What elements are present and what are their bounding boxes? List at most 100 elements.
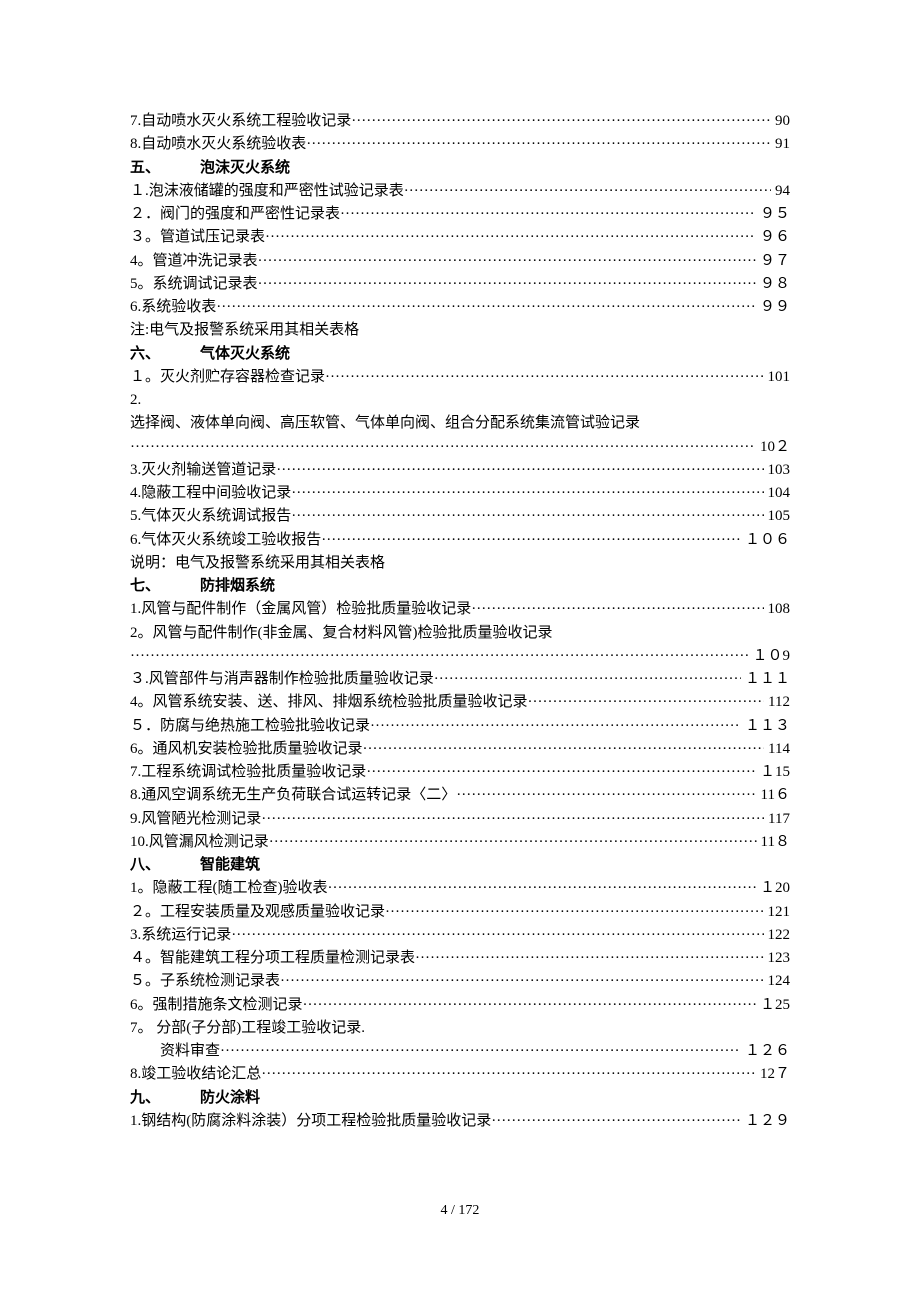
- toc-entry: １。 灭火剂贮存容器检查记录 101: [130, 366, 790, 389]
- leader-dots: [328, 877, 756, 900]
- page-number: 104: [764, 482, 791, 505]
- page-number: １25: [756, 994, 790, 1017]
- leader-dots: [280, 970, 763, 993]
- section-number: 五、: [130, 157, 160, 180]
- entry-number: 4。: [130, 691, 153, 714]
- entry-title: 风管陋光检测记录: [141, 808, 261, 831]
- entry-title: 管道冲洗记录表: [153, 250, 258, 273]
- entry-title: 资料审查: [160, 1040, 220, 1063]
- entry-number: ５。: [130, 970, 160, 993]
- toc-content: 7. 自动喷水灭火系统工程验收记录90 8. 自动喷水灭火系统验收表 91 五、 泡沫灭…: [130, 110, 790, 1133]
- entry-title: 防腐与绝热施工检验批验收记录: [160, 715, 370, 738]
- page-number: 94: [771, 180, 790, 203]
- page-number: 101: [764, 366, 791, 389]
- section-title: 防排烟系统: [200, 578, 275, 594]
- toc-entry: ３。 管道试压记录表９６: [130, 226, 790, 249]
- toc-entry: 7。 分部(子分部)工程竣工验收记录.: [130, 1017, 790, 1040]
- page-number: １０9: [748, 645, 790, 668]
- entry-number: １。: [130, 366, 160, 389]
- section-number: 六、: [130, 343, 160, 366]
- leader-dots: [291, 482, 763, 505]
- page-number: 122: [764, 924, 791, 947]
- leader-dots: [231, 924, 763, 947]
- entry-number: １.: [130, 180, 149, 203]
- entry-title: 管道试压记录表: [160, 226, 265, 249]
- page-number: 108: [764, 598, 791, 621]
- toc-entry: 2。风管与配件制作(非金属、复合材料风管)检验批质量验收记录: [130, 622, 790, 645]
- leader-dots: [366, 761, 756, 784]
- toc-entry: 3. 灭火剂输送管道记录 103: [130, 459, 790, 482]
- entry-title: 子系统检测记录表: [160, 970, 280, 993]
- entry-number: 1.: [130, 598, 141, 621]
- toc-entry: 8. 通风空调系统无生产负荷联合试运转记录〈二〉 11６: [130, 784, 790, 807]
- leader-dots: [351, 110, 771, 133]
- entry-number: 6.: [130, 296, 141, 319]
- page-number: 112: [764, 691, 790, 714]
- page-number: 105: [764, 505, 791, 528]
- entry-title: 竣工验收结论汇总: [141, 1063, 261, 1086]
- page-number: ９５: [756, 203, 790, 226]
- page-number: 123: [764, 947, 791, 970]
- toc-entry: 1. 风管与配件制作（金属风管）检验批质量验收记录 108: [130, 598, 790, 621]
- page-number: 91: [771, 133, 790, 156]
- leader-dots: [261, 1063, 756, 1086]
- leader-dots: [491, 1110, 741, 1133]
- entry-title: 系统运行记录: [141, 924, 231, 947]
- toc-entry: ２。 工程安装质量及观感质量验收记录 121: [130, 901, 790, 924]
- entry-title: 自动喷水灭火系统验收表: [141, 133, 306, 156]
- section-heading: 七、防排烟系统: [130, 575, 790, 598]
- toc-entry: 6. 气体灭火系统竣工验收报告 １０６: [130, 529, 790, 552]
- section-title: 气体灭火系统: [200, 346, 290, 362]
- entry-number: 1.: [130, 1110, 141, 1133]
- entry-number: ３.: [130, 668, 149, 691]
- toc-entry: 10. 风管漏风检测记录 11８: [130, 831, 790, 854]
- section-number: 八、: [130, 854, 160, 877]
- leader-dots: [130, 645, 748, 668]
- entry-number: 8.: [130, 784, 141, 807]
- entry-title: 气体灭火系统竣工验收报告: [141, 529, 321, 552]
- entry-title: 风管与配件制作（金属风管）检验批质量验收记录: [141, 598, 471, 621]
- page-number: 117: [764, 808, 790, 831]
- page-number: ９８: [756, 273, 790, 296]
- toc-entry: 2.: [130, 389, 790, 412]
- entry-title: 隐蔽工程中间验收记录: [141, 482, 291, 505]
- page-number: 103: [764, 459, 791, 482]
- entry-title: 风管系统安装、送、排风、排烟系统检验批质量验收记录: [153, 691, 528, 714]
- entry-number: 8.: [130, 1063, 141, 1086]
- page-number: １１１: [741, 668, 790, 691]
- leader-dots: [258, 273, 756, 296]
- toc-entry: 3. 系统运行记录 122: [130, 924, 790, 947]
- leader-dots: [291, 505, 763, 528]
- section-title: 泡沫灭火系统: [200, 160, 290, 176]
- toc-entry: 4. 隐蔽工程中间验收记录 104: [130, 482, 790, 505]
- leader-dots: [434, 668, 741, 691]
- leader-dots: [276, 459, 763, 482]
- page-number: 114: [764, 738, 790, 761]
- page-number: 124: [764, 970, 791, 993]
- toc-entry: 6。 强制措施条文检测记录 １25: [130, 994, 790, 1017]
- toc-entry: ５． 防腐与绝热施工检验批验收记录 １１３: [130, 715, 790, 738]
- entry-number: 10.: [130, 831, 149, 854]
- entry-number: 3.: [130, 924, 141, 947]
- entry-number: 6。: [130, 738, 153, 761]
- page-footer: 4 / 172: [130, 1203, 790, 1219]
- toc-entry-continuation: １０9: [130, 645, 790, 668]
- page-number: １20: [756, 877, 790, 900]
- leader-dots: [306, 133, 771, 156]
- leader-dots: [258, 250, 756, 273]
- entry-title: 灭火剂贮存容器检查记录: [160, 366, 325, 389]
- entry-title: 阀门的强度和严密性记录表: [160, 203, 340, 226]
- toc-entry: 1. 钢结构(防腐涂料涂装）分项工程检验批质量验收记录 １２９: [130, 1110, 790, 1133]
- entry-title: 钢结构(防腐涂料涂装）分项工程检验批质量验收记录: [141, 1110, 491, 1133]
- leader-dots: [340, 203, 756, 226]
- toc-entry: 4。 管道冲洗记录表９７: [130, 250, 790, 273]
- page-number: 10２: [756, 436, 790, 459]
- entry-number: ２。: [130, 901, 160, 924]
- leader-dots: [363, 738, 765, 761]
- toc-entry: 6。 通风机安装检验批质量验收记录 114: [130, 738, 790, 761]
- page-number: １２９: [741, 1110, 790, 1133]
- leader-dots: [370, 715, 741, 738]
- entry-number: 3.: [130, 459, 141, 482]
- entry-title: 隐蔽工程(随工检查)验收表: [153, 877, 328, 900]
- toc-entry: 7. 自动喷水灭火系统工程验收记录90: [130, 110, 790, 133]
